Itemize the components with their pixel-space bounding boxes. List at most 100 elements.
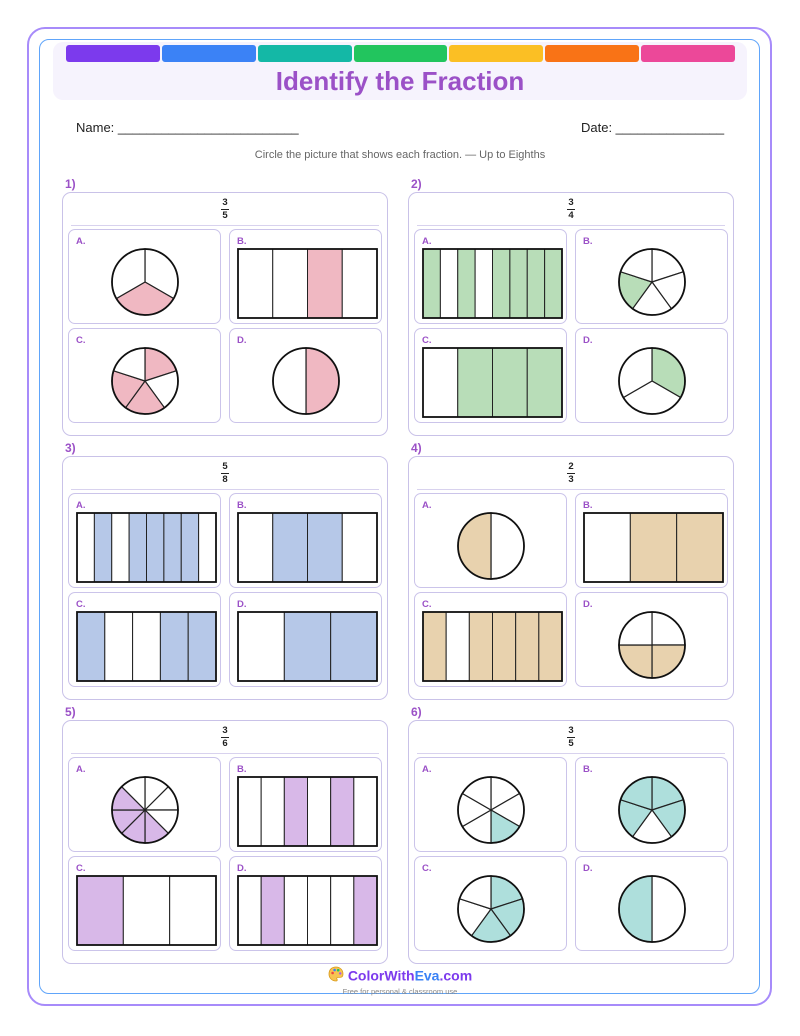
bar-model xyxy=(422,611,563,682)
option-label: D. xyxy=(237,863,247,874)
answer-option-a[interactable]: A. xyxy=(68,229,221,324)
question-number: 3) xyxy=(65,441,76,455)
option-label: B. xyxy=(583,764,593,775)
bar-part xyxy=(492,347,528,418)
bar-outline xyxy=(422,611,563,682)
bar-part xyxy=(353,875,378,946)
card-divider xyxy=(417,225,725,226)
fraction-circle xyxy=(618,248,686,316)
bar-part xyxy=(307,512,343,583)
bar-part xyxy=(237,512,274,583)
answer-option-c[interactable]: C. xyxy=(414,592,567,687)
pie-slice xyxy=(651,875,686,943)
bar-outline xyxy=(422,248,563,319)
bar-part xyxy=(76,611,106,682)
bar-part xyxy=(515,611,540,682)
fraction-rectangle xyxy=(422,611,563,682)
answer-option-a[interactable]: A. xyxy=(68,493,221,588)
bar-part xyxy=(76,512,95,583)
fraction-bar xyxy=(221,737,229,738)
color-stripe-segment xyxy=(545,45,640,62)
answer-option-d[interactable]: D. xyxy=(575,328,728,423)
bar-outline xyxy=(237,875,378,946)
answer-option-c[interactable]: C. xyxy=(68,328,221,423)
bar-part xyxy=(260,776,285,847)
bar-part xyxy=(283,875,309,946)
name-field[interactable]: Name: _________________________ xyxy=(76,120,299,135)
pie-slice xyxy=(272,347,307,415)
bar-part xyxy=(169,875,217,946)
answer-option-a[interactable]: A. xyxy=(414,757,567,852)
date-field[interactable]: Date: _______________ xyxy=(581,120,725,135)
color-stripe-segment xyxy=(66,45,160,62)
answer-option-a[interactable]: A. xyxy=(68,757,221,852)
pie-model xyxy=(457,776,525,844)
option-label: B. xyxy=(237,764,247,775)
question-number: 2) xyxy=(411,177,422,191)
answer-option-b[interactable]: B. xyxy=(575,757,728,852)
answer-option-b[interactable]: B. xyxy=(575,493,728,588)
pie-model xyxy=(618,776,686,844)
bar-part xyxy=(132,611,161,682)
option-label: B. xyxy=(583,236,593,247)
fraction-denominator: 5 xyxy=(222,210,228,221)
answer-option-b[interactable]: B. xyxy=(229,757,382,852)
option-label: A. xyxy=(422,236,432,247)
pie-outline xyxy=(618,611,686,679)
fraction-bar xyxy=(567,737,575,738)
pie-outline xyxy=(457,512,525,580)
bar-part xyxy=(538,611,563,682)
answer-option-c[interactable]: C. xyxy=(68,856,221,951)
question-card: 3 5 A. B. C. D. xyxy=(62,192,388,436)
pie-outline xyxy=(272,347,340,415)
answer-option-b[interactable]: B. xyxy=(229,229,382,324)
option-label: D. xyxy=(583,335,593,346)
bar-part xyxy=(237,776,262,847)
answer-option-c[interactable]: C. xyxy=(414,856,567,951)
bar-model xyxy=(76,875,217,946)
color-stripe xyxy=(66,45,736,62)
bar-part xyxy=(341,512,378,583)
pie-slice xyxy=(618,875,653,943)
answer-option-d[interactable]: D. xyxy=(229,328,382,423)
fraction-circle xyxy=(457,776,525,844)
footer-brand[interactable]: ColorWithEva.com xyxy=(347,967,473,984)
option-label: A. xyxy=(422,764,432,775)
pie-model xyxy=(618,248,686,316)
color-stripe-segment xyxy=(353,45,448,62)
answer-option-b[interactable]: B. xyxy=(575,229,728,324)
fraction-circle xyxy=(618,611,686,679)
bar-part xyxy=(457,347,493,418)
option-label: B. xyxy=(237,500,247,511)
answer-option-a[interactable]: A. xyxy=(414,493,567,588)
option-label: D. xyxy=(237,599,247,610)
answer-option-d[interactable]: D. xyxy=(575,856,728,951)
answer-option-c[interactable]: C. xyxy=(414,328,567,423)
bar-part xyxy=(492,611,517,682)
option-label: A. xyxy=(422,500,432,511)
bar-part xyxy=(283,776,309,847)
fraction-rectangle xyxy=(237,248,378,319)
card-divider xyxy=(71,753,379,754)
answer-option-b[interactable]: B. xyxy=(229,493,382,588)
question-card: 2 3 A. B. C. D. xyxy=(408,456,734,700)
fraction-rectangle xyxy=(76,611,217,682)
answer-option-d[interactable]: D. xyxy=(229,856,382,951)
answer-option-d[interactable]: D. xyxy=(575,592,728,687)
pie-slice xyxy=(490,512,525,580)
bar-part xyxy=(146,512,165,583)
bar-part xyxy=(283,611,332,682)
fraction-rectangle xyxy=(583,512,724,583)
bar-part xyxy=(104,611,134,682)
pie-outline xyxy=(457,875,525,943)
answer-option-c[interactable]: C. xyxy=(68,592,221,687)
bar-model xyxy=(422,347,563,418)
fraction-numerator: 3 xyxy=(222,197,228,208)
answer-option-d[interactable]: D. xyxy=(229,592,382,687)
question-number: 5) xyxy=(65,705,76,719)
option-label: A. xyxy=(76,764,86,775)
answer-option-a[interactable]: A. xyxy=(414,229,567,324)
